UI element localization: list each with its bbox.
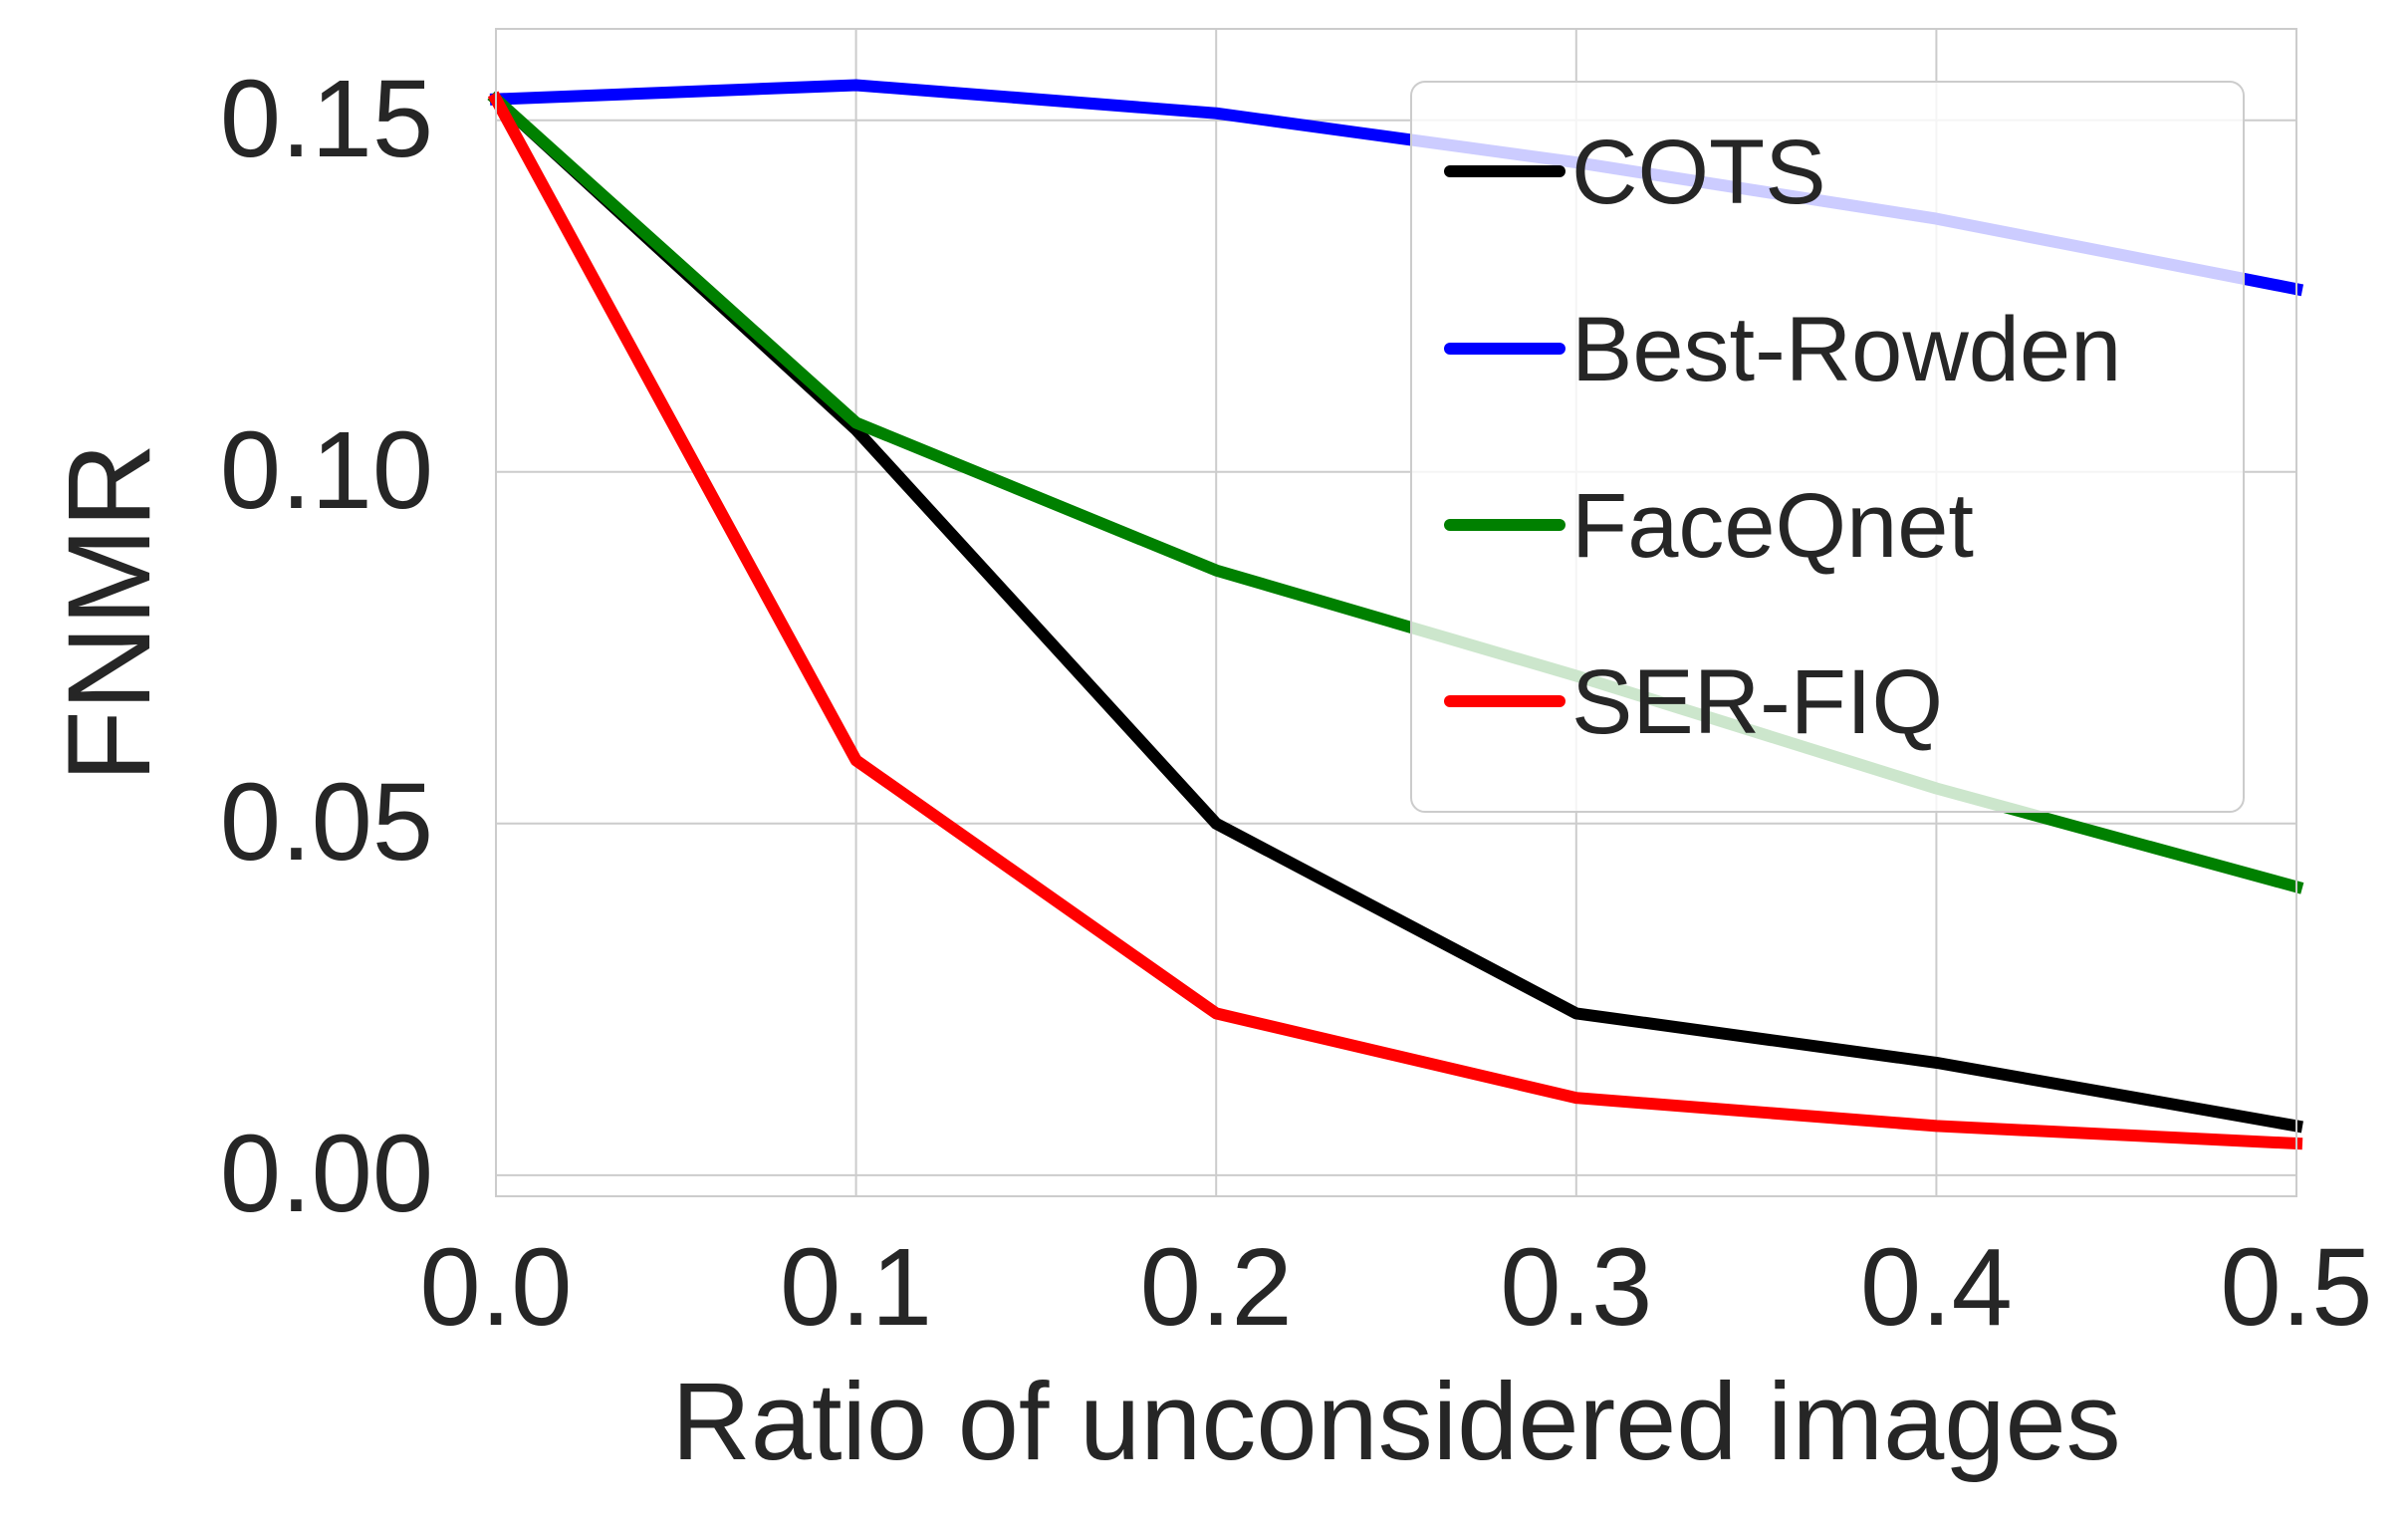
legend-label-cots: COTS [1571,122,1826,223]
x-tick-label: 0.2 [1140,1226,1293,1349]
legend-label-faceqnet: FaceQnet [1571,475,1974,577]
x-tick-label: 0.5 [2221,1226,2373,1349]
y-tick-label: 0.15 [220,58,433,180]
legend-box [1410,81,2245,813]
x-tick-labels: 0.0 0.1 0.2 0.3 0.4 0.5 [420,1226,2373,1349]
legend: COTS Best-Rowden FaceQnet SER-FIQ [1410,81,2245,813]
y-tick-label: 0.00 [220,1113,433,1235]
y-tick-label: 0.05 [220,761,433,884]
y-axis-label: FNMR [44,443,175,783]
y-tick-label: 0.10 [220,409,433,532]
y-tick-labels: 0.00 0.05 0.10 0.15 [220,58,433,1235]
legend-label-ser-fiq: SER-FIQ [1571,651,1943,753]
x-tick-label: 0.0 [420,1226,573,1349]
x-tick-label: 0.1 [780,1226,932,1349]
legend-label-best-rowden: Best-Rowden [1571,299,2121,400]
series-line-ser-fiq [487,91,2303,1150]
x-axis-label: Ratio of unconsidered images [671,1361,2120,1483]
x-tick-label: 0.4 [1860,1226,2013,1349]
x-tick-label: 0.3 [1500,1226,1652,1349]
plot-border [495,28,2297,1197]
